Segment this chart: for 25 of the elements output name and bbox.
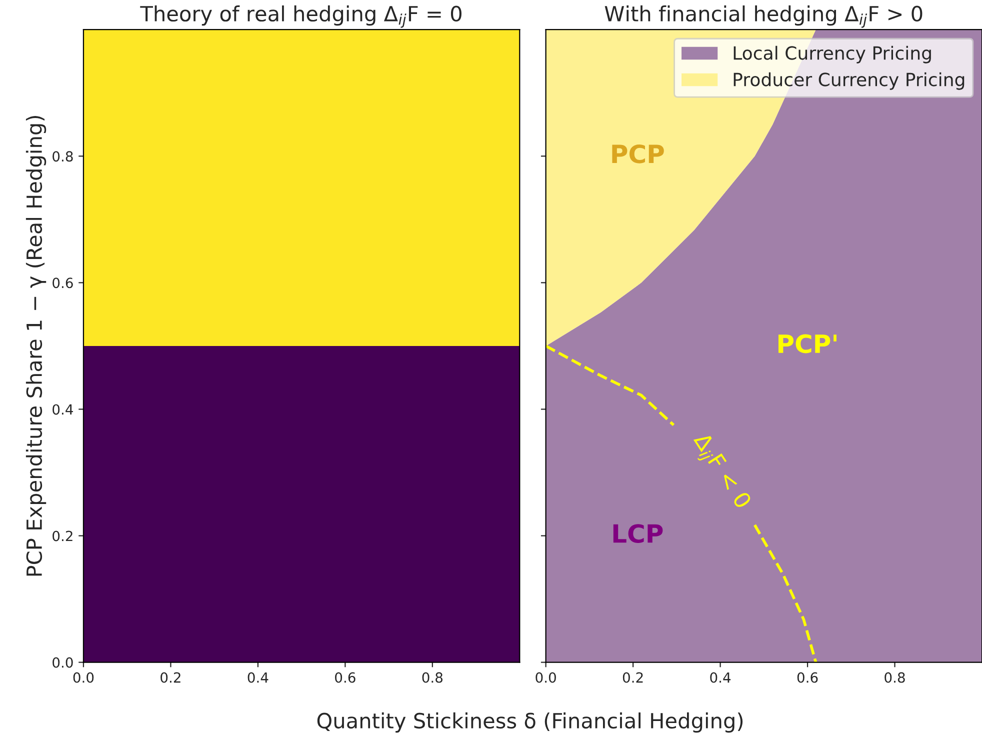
annotation: LCP — [613, 524, 663, 544]
chart-title: With financial hedging Δ$_{ij}$F > 0 — [604, 5, 922, 28]
x-tick-label: 0.8 — [422, 672, 443, 683]
x-tick-label: 0.6 — [797, 672, 818, 683]
legend-label: Producer Currency Pricing — [734, 72, 964, 90]
legend-label: Local Currency Pricing — [734, 46, 931, 64]
y-tick-label: 0.4 — [52, 404, 73, 415]
x-tick-label: 0.4 — [710, 672, 731, 683]
y-tick-label: 0.6 — [52, 278, 73, 288]
x-tick-label: 0.8 — [884, 672, 905, 683]
x-axis-title: Quantity Stickiness δ (Financial Hedging) — [317, 712, 743, 733]
x-tick-label: 0.2 — [160, 672, 180, 683]
x-tick-label: 0.6 — [335, 672, 356, 683]
x-tick-label: 0.0 — [73, 672, 94, 683]
x-tick-label: 0.0 — [536, 672, 556, 683]
y-tick-label: 0.0 — [52, 657, 73, 668]
y-tick-label: 0.8 — [52, 151, 73, 162]
annotation: Δ$_{ij}$F < 0 — [688, 430, 752, 513]
x-tick-label: 0.4 — [248, 672, 268, 683]
annotation: PCP — [612, 144, 664, 164]
annotation: PCP' — [778, 334, 836, 354]
y-axis-title: PCP Expenditure Share 1 − γ (Real Hedging) — [26, 116, 46, 576]
x-tick-label: 0.2 — [622, 672, 643, 683]
y-tick-label: 0.2 — [52, 530, 72, 542]
chart-title: Theory of real hedging Δ$_{ij}$F = 0 — [140, 5, 462, 28]
